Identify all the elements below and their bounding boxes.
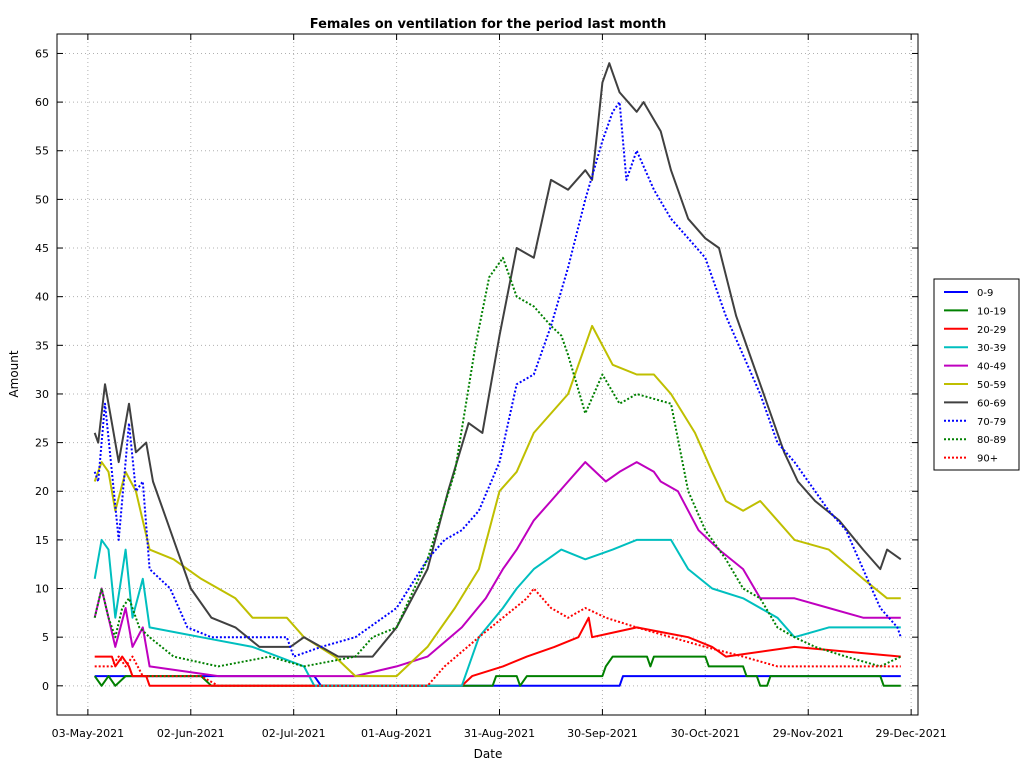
x-tick-label: 31-Aug-2021 bbox=[464, 727, 535, 740]
y-tick-label: 0 bbox=[42, 680, 49, 693]
series-line-70-79 bbox=[93, 101, 902, 658]
legend-entry: 40-49 bbox=[977, 362, 1006, 373]
y-axis-label: Amount bbox=[7, 350, 21, 397]
series-line-10-19 bbox=[93, 655, 901, 687]
legend-entry: 20-29 bbox=[977, 325, 1006, 336]
x-tick-label: 02-Jul-2021 bbox=[262, 727, 326, 740]
y-tick-label: 65 bbox=[35, 47, 49, 60]
legend-entry: 30-39 bbox=[977, 343, 1006, 354]
x-axis-label: Date bbox=[474, 747, 503, 761]
y-tick-label: 30 bbox=[35, 388, 49, 401]
y-tick-label: 15 bbox=[35, 534, 49, 547]
legend-entry: 60-69 bbox=[977, 398, 1006, 409]
legend-entry: 80-89 bbox=[977, 435, 1006, 446]
grid bbox=[57, 34, 918, 715]
legend: 0-9 10-19 20-29 30-39 40-49 50-59 60-69 70-79 80… bbox=[933, 278, 1020, 471]
y-tick-label: 60 bbox=[35, 96, 49, 109]
series-lines bbox=[93, 62, 902, 687]
legend-entry: 10-19 bbox=[977, 306, 1006, 317]
y-tick-label: 40 bbox=[35, 291, 49, 304]
y-tick-label: 35 bbox=[35, 339, 49, 352]
series-line-90+ bbox=[94, 587, 901, 687]
plot-frame bbox=[56, 33, 919, 716]
series-line-40-49 bbox=[93, 461, 901, 678]
series-line-30-39 bbox=[93, 538, 901, 687]
x-tick-label: 29-Nov-2021 bbox=[773, 727, 844, 740]
x-tick-label: 30-Oct-2021 bbox=[671, 727, 740, 740]
legend-entry: 0-9 bbox=[977, 288, 993, 299]
legend-entry: 90+ bbox=[977, 454, 998, 465]
axes: 0 5 10 15 20 25 30 35 40 45 50 55 60 65 03-May-2021 02-… bbox=[35, 34, 947, 740]
y-tick-label: 25 bbox=[35, 437, 49, 450]
y-tick-label: 10 bbox=[35, 583, 49, 596]
y-tick-label: 5 bbox=[42, 631, 49, 644]
legend-entry: 70-79 bbox=[977, 417, 1006, 428]
chart-title: Females on ventilation for the period la… bbox=[310, 17, 667, 32]
series-line-60-69 bbox=[93, 62, 902, 658]
y-tick-label: 50 bbox=[35, 193, 49, 206]
x-tick-label: 30-Sep-2021 bbox=[567, 727, 638, 740]
x-tick-label: 02-Jun-2021 bbox=[157, 727, 225, 740]
y-tick-label: 20 bbox=[35, 485, 49, 498]
y-tick-label: 55 bbox=[35, 145, 49, 158]
x-tick-label: 03-May-2021 bbox=[52, 727, 124, 740]
x-tick-label: 01-Aug-2021 bbox=[361, 727, 432, 740]
x-tick-label: 29-Dec-2021 bbox=[876, 727, 947, 740]
y-tick-label: 45 bbox=[35, 242, 49, 255]
series-line-50-59 bbox=[93, 324, 901, 678]
series-line-80-89 bbox=[93, 256, 902, 668]
legend-entry: 50-59 bbox=[977, 380, 1006, 391]
series-line-20-29 bbox=[94, 616, 901, 687]
series-line-0-9 bbox=[94, 675, 901, 687]
